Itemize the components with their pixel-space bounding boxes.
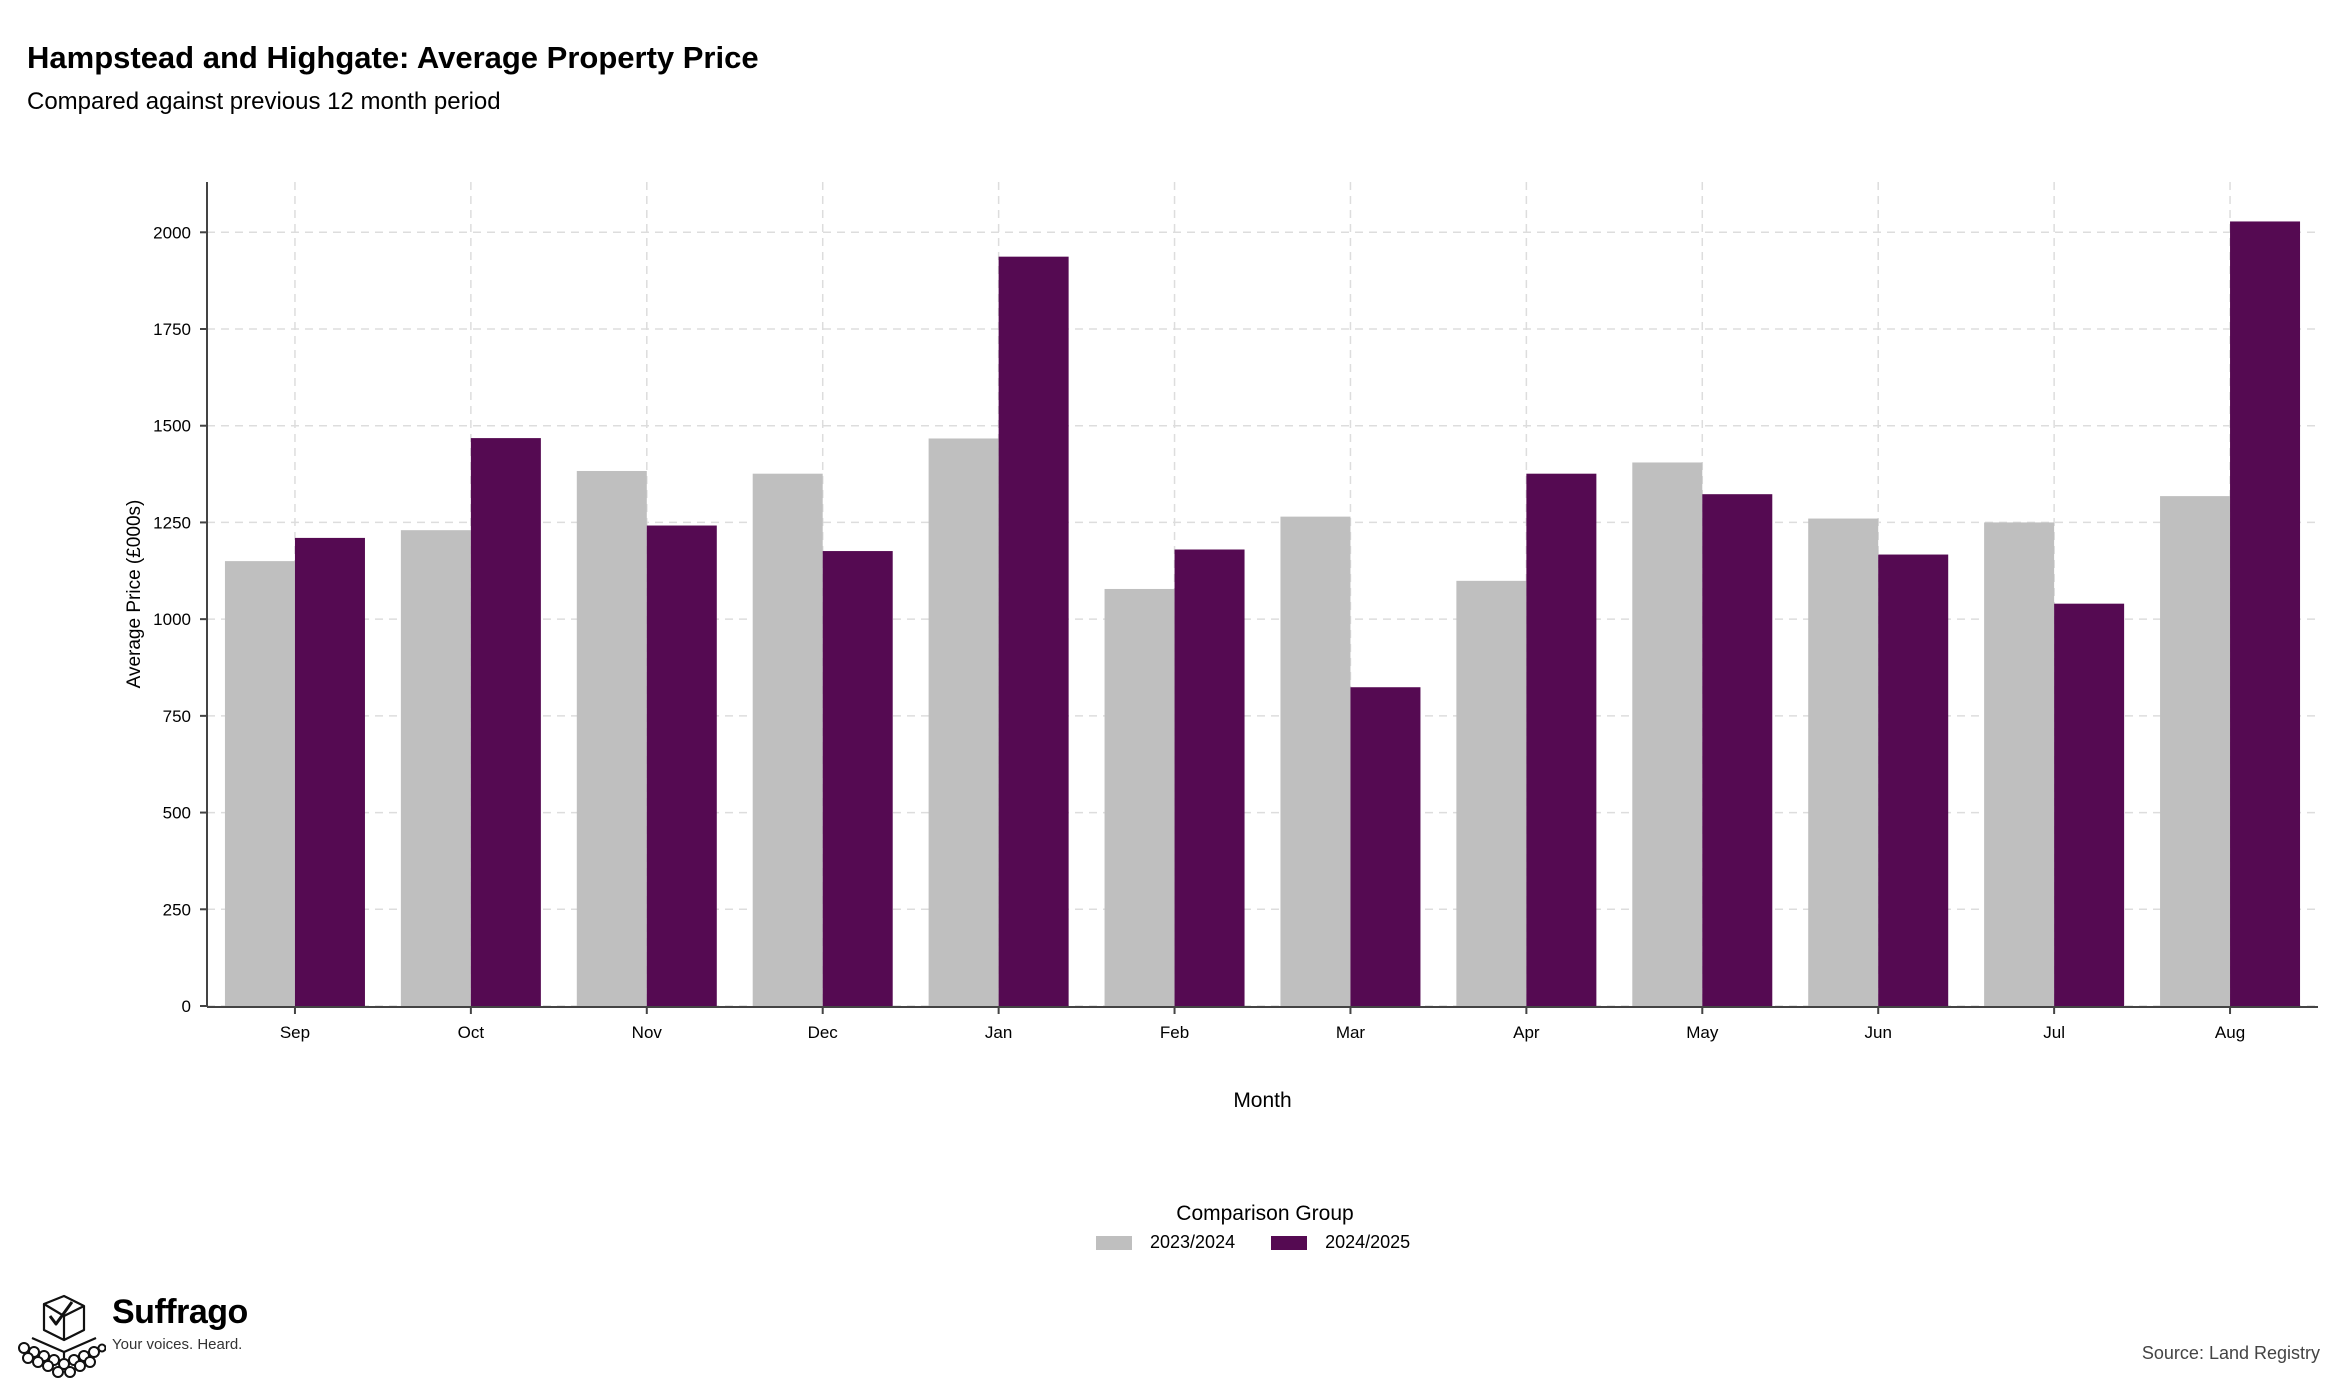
y-tick-label: 250 xyxy=(163,900,191,919)
y-axis-title: Average Price (£000s) xyxy=(124,500,145,689)
bar-mar-series-0 xyxy=(1280,516,1351,1006)
x-tick-label: Apr xyxy=(1513,1023,1540,1042)
x-tick-label: Jan xyxy=(985,1023,1012,1042)
bar-jun-series-1 xyxy=(1878,554,1949,1006)
legend-swatch xyxy=(1096,1235,1132,1250)
bar-oct-series-1 xyxy=(470,438,541,1006)
bars xyxy=(224,221,2301,1007)
bar-nov-series-1 xyxy=(646,525,717,1006)
bar-apr-series-1 xyxy=(1526,473,1597,1007)
y-tick-label: 750 xyxy=(163,707,191,726)
bar-feb-series-1 xyxy=(1174,549,1245,1006)
legend-swatch xyxy=(1271,1235,1308,1250)
chart-title: Hampstead and Highgate: Average Property… xyxy=(27,40,759,75)
y-tick-label: 1250 xyxy=(153,513,191,532)
tick-labels: 0 250 500 750 1000 1250 1500 1750 2000 Sep Oct Nov D… xyxy=(124,223,2245,1112)
y-tick-label: 500 xyxy=(163,804,191,823)
legend-title: Comparison Group xyxy=(1176,1202,1354,1225)
legend-label: 2023/2024 xyxy=(1150,1232,1236,1252)
bar-may-series-0 xyxy=(1632,462,1703,1006)
x-axis-title: Month xyxy=(1233,1089,1291,1112)
bar-chart: 0 250 500 750 1000 1250 1500 1750 2000 Sep Oct Nov D… xyxy=(124,182,2318,1112)
x-tick-label: Aug xyxy=(2215,1023,2245,1042)
bar-aug-series-0 xyxy=(2160,496,2231,1006)
legend-item-series-1: 2024/2025 xyxy=(1271,1232,1410,1253)
brand-tagline: Your voices. Heard. xyxy=(112,1336,243,1353)
legend-item-series-0: 2023/2024 xyxy=(1096,1232,1235,1253)
x-tick-label: May xyxy=(1686,1023,1719,1042)
suffrago-logo: Suffrago Your voices. Heard. xyxy=(14,1294,248,1378)
axes xyxy=(200,182,2318,1014)
y-tick-label: 2000 xyxy=(153,223,191,242)
brand-name: Suffrago xyxy=(112,1293,248,1331)
x-tick-label: Jun xyxy=(1864,1023,1891,1042)
bar-feb-series-0 xyxy=(1104,588,1175,1006)
bar-apr-series-0 xyxy=(1456,580,1527,1006)
x-tick-label: Mar xyxy=(1336,1023,1366,1042)
bar-sep-series-1 xyxy=(294,537,365,1006)
y-tick-label: 1000 xyxy=(153,610,191,629)
bar-jan-series-1 xyxy=(998,256,1069,1006)
ballot-box-icon xyxy=(18,1294,106,1378)
bar-oct-series-0 xyxy=(400,530,471,1006)
y-tick-label: 1750 xyxy=(153,320,191,339)
bar-jun-series-0 xyxy=(1808,518,1879,1006)
source-note: Source: Land Registry xyxy=(2141,1343,2320,1363)
bar-aug-series-1 xyxy=(2230,221,2301,1006)
bar-jul-series-0 xyxy=(1984,522,2055,1006)
bar-sep-series-0 xyxy=(224,561,295,1006)
bar-mar-series-1 xyxy=(1350,687,1421,1006)
bar-may-series-1 xyxy=(1702,494,1773,1006)
x-tick-label: Dec xyxy=(808,1023,839,1042)
bar-nov-series-0 xyxy=(576,470,647,1006)
x-tick-label: Sep xyxy=(280,1023,310,1042)
x-tick-label: Feb xyxy=(1160,1023,1189,1042)
bar-dec-series-1 xyxy=(822,551,893,1006)
bar-jan-series-0 xyxy=(928,438,999,1006)
y-tick-label: 1500 xyxy=(153,417,191,436)
bar-jul-series-1 xyxy=(2054,603,2125,1006)
x-tick-label: Oct xyxy=(458,1023,485,1042)
legend: 2023/2024 2024/2025 xyxy=(1096,1232,1446,1253)
x-tick-label: Jul xyxy=(2043,1023,2065,1042)
legend-label: 2024/2025 xyxy=(1325,1232,1411,1252)
y-tick-label: 0 xyxy=(182,997,191,1016)
bar-dec-series-0 xyxy=(752,473,823,1007)
chart-subtitle: Compared against previous 12 month perio… xyxy=(27,88,501,115)
x-tick-label: Nov xyxy=(632,1023,663,1042)
